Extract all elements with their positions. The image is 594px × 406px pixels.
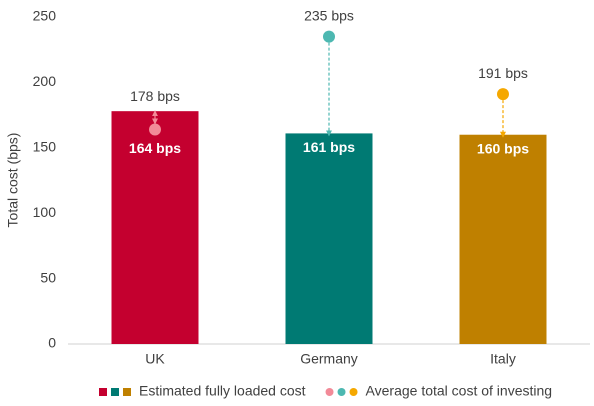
bar	[459, 134, 547, 344]
bar-value-label: 161 bps	[303, 139, 355, 155]
y-tick-label: 250	[33, 8, 57, 24]
legend-swatch	[111, 388, 119, 396]
dot-value-label: 235 bps	[304, 7, 354, 23]
dot-value-label: 164 bps	[129, 140, 181, 156]
y-tick-label: 150	[33, 139, 57, 155]
x-tick-label: Germany	[300, 351, 358, 367]
legend-label: Estimated fully loaded cost	[139, 383, 306, 399]
legend-swatch	[99, 388, 107, 396]
bar-value-label: 178 bps	[130, 88, 180, 104]
dot	[149, 123, 161, 136]
legend-label: Average total cost of investing	[366, 383, 553, 399]
y-tick-label: 0	[48, 335, 56, 351]
legend-swatch	[349, 388, 358, 396]
legend-swatch	[123, 388, 131, 396]
dot	[323, 30, 335, 43]
y-tick-label: 200	[33, 73, 57, 89]
bar-value-label: 160 bps	[477, 140, 529, 156]
y-tick-label: 100	[33, 204, 57, 220]
bar	[111, 111, 199, 345]
legend-swatch	[337, 388, 346, 396]
legend-swatch	[325, 388, 334, 396]
bar	[285, 133, 373, 344]
dot	[497, 88, 509, 101]
x-tick-label: UK	[145, 351, 165, 367]
y-tick-label: 50	[40, 269, 56, 285]
x-tick-label: Italy	[490, 351, 516, 367]
dot-value-label: 191 bps	[478, 65, 528, 81]
y-axis-label: Total cost (bps)	[5, 133, 21, 228]
